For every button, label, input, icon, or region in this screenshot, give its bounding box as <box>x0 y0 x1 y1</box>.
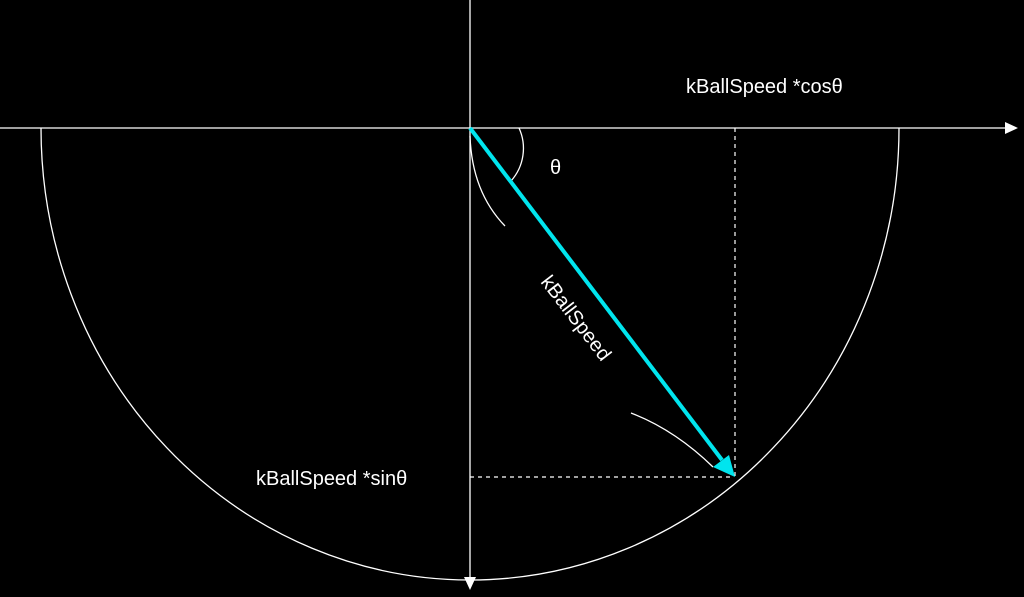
y-axis-arrowhead <box>464 577 476 590</box>
sin-component-label: kBallSpeed *sinθ <box>256 468 407 490</box>
bottom-angle-arc <box>630 412 714 468</box>
theta-label: θ <box>550 157 561 179</box>
theta-angle-arc <box>510 127 525 182</box>
x-axis-arrowhead <box>1005 122 1018 134</box>
top-angle-arc <box>469 135 506 227</box>
velocity-vector-arrowhead <box>713 455 735 477</box>
velocity-vector <box>468 126 724 462</box>
cos-component-label: kBallSpeed *cosθ <box>686 76 843 98</box>
vector-label: kBallSpeed <box>536 272 615 366</box>
